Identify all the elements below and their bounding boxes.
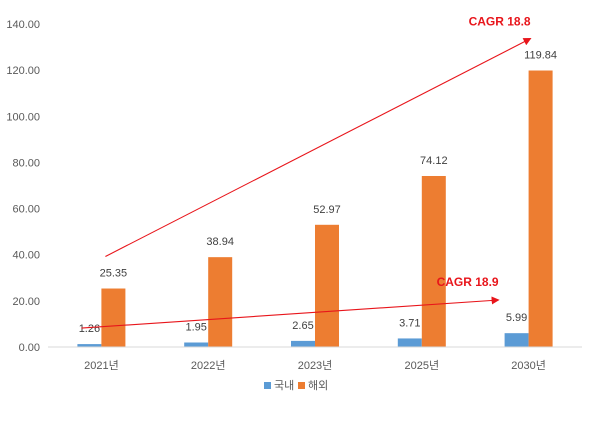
bar-해외 [101, 288, 126, 347]
cagr-trend-arrow [105, 38, 532, 258]
x-tick-label: 2030년 [511, 359, 546, 372]
y-tick-label: 100.00 [6, 111, 40, 123]
bar-국내 [291, 340, 315, 347]
data-label: 119.84 [524, 50, 557, 62]
x-tick-label: 2023년 [298, 359, 333, 372]
x-tick-label: 2021년 [84, 359, 119, 372]
x-axis-labels: 2021년 2022년 2023년 2025년 2030년 [84, 359, 546, 372]
data-label: 25.35 [100, 268, 128, 280]
y-tick-label: 60.00 [12, 204, 40, 216]
bars [77, 70, 553, 348]
legend: 국내 해외 [264, 378, 328, 392]
y-tick-label: 80.00 [12, 157, 40, 169]
cagr-label: CAGR 18.9 [437, 275, 499, 289]
data-label: 3.71 [399, 317, 420, 329]
bar-해외 [421, 175, 446, 347]
bar-국내 [504, 333, 529, 347]
legend-swatch [298, 382, 305, 389]
data-label: 38.94 [206, 236, 234, 248]
data-label: 5.99 [506, 312, 527, 324]
data-label: 52.97 [313, 204, 341, 216]
cagr-trend-arrow [81, 296, 500, 329]
legend-label: 국내 [274, 379, 294, 392]
y-tick-label: 120.00 [6, 65, 40, 77]
bar-해외 [528, 70, 553, 348]
legend-swatch [264, 382, 271, 389]
y-axis-labels: 0.00 20.00 40.00 60.00 80.00 100.00 120.00 140.… [6, 19, 40, 354]
y-tick-label: 40.00 [12, 250, 40, 262]
bar-국내 [397, 338, 422, 347]
legend-label: 해외 [308, 378, 328, 392]
cagr-label: CAGR 18.8 [469, 15, 531, 29]
trend-arrows: CAGR 18.8 CAGR 18.9 [81, 15, 532, 329]
data-label: 1.95 [185, 322, 206, 334]
data-label: 1.26 [79, 323, 100, 335]
bar-국내 [184, 342, 209, 347]
bar-해외 [208, 257, 233, 347]
data-label: 2.65 [292, 320, 313, 332]
bar-국내 [77, 344, 102, 347]
bar-해외 [315, 224, 339, 347]
y-tick-label: 20.00 [12, 296, 40, 308]
y-tick-label: 140.00 [6, 19, 40, 31]
x-tick-label: 2022년 [191, 359, 226, 372]
y-tick-label: 0.00 [19, 342, 40, 354]
data-labels: 1.26 25.35 1.95 38.94 2.65 52.97 3.71 74.12 5.99… [79, 50, 557, 336]
data-label: 74.12 [420, 155, 448, 167]
x-tick-label: 2025년 [405, 359, 440, 372]
